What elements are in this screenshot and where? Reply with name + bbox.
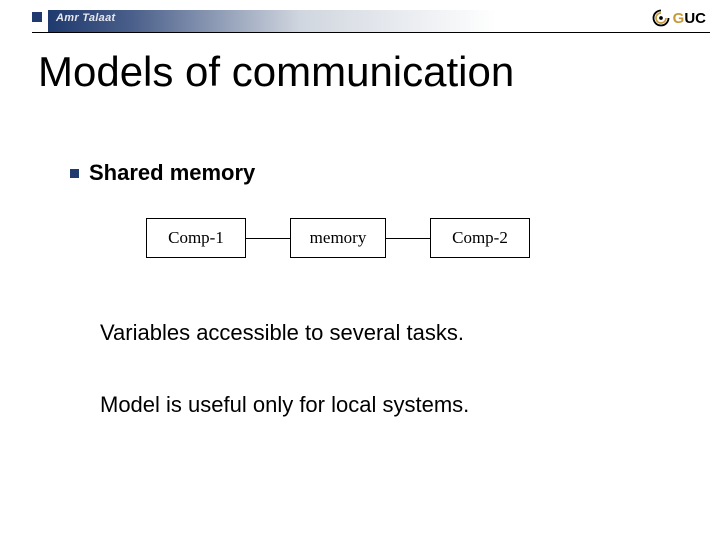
diagram-edge xyxy=(386,238,430,239)
logo-text: GUC xyxy=(673,10,706,27)
logo-uc: UC xyxy=(684,10,706,27)
header-underline xyxy=(32,32,710,33)
logo-swirl-icon xyxy=(651,8,671,28)
page-title: Models of communication xyxy=(38,48,514,96)
diagram-node-memory: memory xyxy=(290,218,386,258)
header-author: Amr Talaat xyxy=(56,12,115,24)
logo: GUC xyxy=(651,8,706,28)
diagram-edge xyxy=(246,238,290,239)
header-bullet-icon xyxy=(32,12,42,22)
shared-memory-diagram: Comp-1 memory Comp-2 xyxy=(146,218,526,268)
slide: Amr Talaat GUC Models of communication S… xyxy=(0,0,720,540)
logo-g: G xyxy=(673,10,685,27)
bullet-square-icon xyxy=(70,169,79,178)
bullet-item: Shared memory xyxy=(70,160,255,186)
bullet-label: Shared memory xyxy=(89,160,255,186)
header-gradient xyxy=(48,10,608,32)
body-text: Model is useful only for local systems. xyxy=(100,392,469,418)
diagram-node-comp2: Comp-2 xyxy=(430,218,530,258)
diagram-node-comp1: Comp-1 xyxy=(146,218,246,258)
body-text: Variables accessible to several tasks. xyxy=(100,320,464,346)
